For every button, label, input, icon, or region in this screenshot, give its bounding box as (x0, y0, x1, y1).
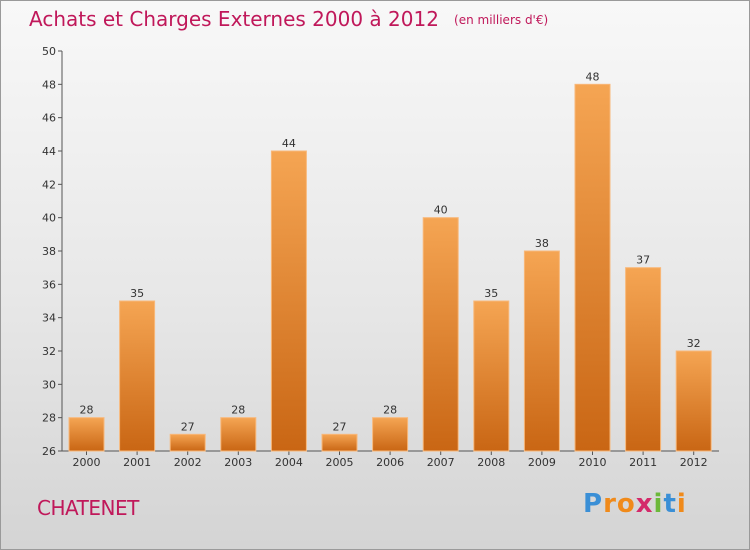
value-label-2005: 27 (333, 420, 347, 433)
bar-2003 (220, 417, 257, 452)
x-tick-label-2000: 2000 (73, 456, 101, 469)
y-tick-label: 50 (42, 45, 56, 58)
value-label-2008: 35 (484, 287, 498, 300)
y-tick-label: 38 (42, 245, 56, 258)
value-label-2012: 32 (687, 337, 701, 350)
y-tick-label: 44 (42, 145, 56, 158)
bar-2007 (422, 217, 459, 452)
y-tick-label: 32 (42, 345, 56, 358)
value-label-2003: 28 (231, 404, 245, 417)
x-tick-label-2006: 2006 (376, 456, 404, 469)
logo-letter: r (603, 489, 617, 519)
x-tick-label-2003: 2003 (224, 456, 252, 469)
x-tick-label-2001: 2001 (123, 456, 151, 469)
x-tick-label-2004: 2004 (275, 456, 303, 469)
x-tick-label-2009: 2009 (528, 456, 556, 469)
value-label-2001: 35 (130, 287, 144, 300)
y-tick-label: 34 (42, 312, 56, 325)
x-tick-label-2007: 2007 (427, 456, 455, 469)
bar-2008 (473, 300, 510, 452)
bar-2012 (675, 350, 712, 452)
y-tick-label: 30 (42, 378, 56, 391)
bar-2010 (574, 83, 611, 452)
proxiti-logo: Proxiti (583, 489, 687, 519)
value-label-2009: 38 (535, 237, 549, 250)
logo-letter: i (653, 489, 664, 519)
y-tick-label: 42 (42, 178, 56, 191)
logo-letter: P (583, 489, 604, 519)
y-tick-label: 26 (42, 445, 56, 458)
bar-2009 (523, 250, 560, 452)
bar-2001 (119, 300, 156, 452)
logo-letter: o (616, 489, 636, 519)
value-label-2004: 44 (282, 137, 296, 150)
x-tick-label-2012: 2012 (680, 456, 708, 469)
bar-2005 (321, 433, 358, 452)
labels: 28 2000 35 2001 27 2002 28 2003 44 2004 27 2005 28 20… (73, 70, 708, 469)
value-label-2000: 28 (80, 404, 94, 417)
y-tick-label: 48 (42, 78, 56, 91)
x-tick-label-2002: 2002 (174, 456, 202, 469)
axes: 26 28 30 32 34 36 38 40 42 44 46 48 50 (42, 45, 719, 458)
bar-2011 (625, 267, 662, 452)
logo-letter: x (635, 489, 654, 519)
value-label-2007: 40 (434, 204, 448, 217)
commune-name: CHATENET (37, 496, 139, 520)
y-tick-label: 36 (42, 278, 56, 291)
x-tick-label-2010: 2010 (579, 456, 607, 469)
logo-letter: i (676, 489, 687, 519)
x-tick-label-2008: 2008 (477, 456, 505, 469)
bar-2002 (169, 433, 206, 452)
bars (68, 83, 712, 452)
chart-title: Achats et Charges Externes 2000 à 2012 (29, 7, 439, 31)
y-tick-label: 40 (42, 212, 56, 225)
value-label-2006: 28 (383, 404, 397, 417)
value-label-2010: 48 (586, 70, 600, 83)
chart-unit: (en milliers d'€) (454, 13, 549, 27)
title-row: Achats et Charges Externes 2000 à 2012 (… (29, 7, 548, 31)
value-label-2011: 37 (636, 254, 650, 267)
bar-2000 (68, 417, 105, 452)
logo-letter: t (663, 489, 677, 519)
y-tick-label: 28 (42, 412, 56, 425)
bar-2006 (372, 417, 409, 452)
x-tick-label-2011: 2011 (629, 456, 657, 469)
bar-2004 (270, 150, 307, 452)
y-tick-label: 46 (42, 112, 56, 125)
value-label-2002: 27 (181, 420, 195, 433)
x-tick-label-2005: 2005 (326, 456, 354, 469)
